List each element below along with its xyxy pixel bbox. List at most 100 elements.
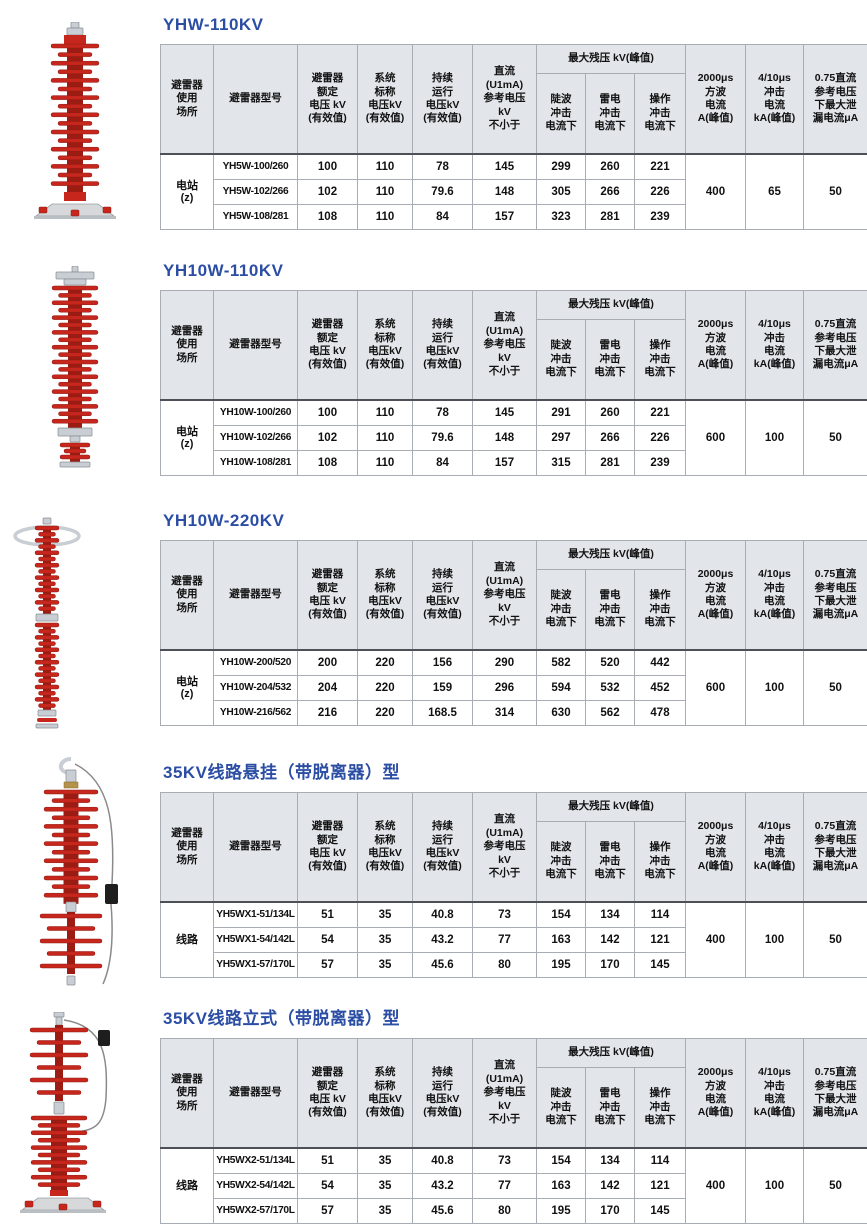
cell-value: 281 (586, 205, 635, 230)
col-header-residual-group: 最大残压 kV(峰值) (537, 45, 686, 74)
cell-value: 170 (586, 1199, 635, 1224)
col-header-switching-impulse: 操作 冲击 电流下 (635, 822, 686, 902)
cell-value: 291 (537, 400, 586, 426)
cell-value: 220 (358, 701, 413, 726)
cell-value: 54 (298, 1174, 358, 1199)
col-header-model: 避雷器型号 (214, 793, 298, 903)
cell-value: 442 (635, 650, 686, 676)
cell-value: 79.6 (413, 426, 473, 451)
cell-value: 145 (473, 400, 537, 426)
cell-leakage: 50 (804, 154, 867, 230)
cell-model: YH10W-108/281 (214, 451, 298, 476)
col-header-leakage-current: 0.75直流 参考电压 下最大泄 漏电流μA (804, 45, 867, 155)
cell-value: 520 (586, 650, 635, 676)
col-header-lightning-impulse: 雷电 冲击 电流下 (586, 1068, 635, 1148)
cell-impulse: 100 (746, 650, 804, 726)
cell-value: 35 (358, 953, 413, 978)
cell-value: 57 (298, 953, 358, 978)
spec-table-2: 避雷器 使用 场所避雷器型号避雷器 额定 电压 kV (有效值)系统 标称 电压… (160, 290, 867, 476)
cell-location: 电站 (z) (161, 650, 214, 726)
cell-value: 110 (358, 205, 413, 230)
col-header-switching-impulse: 操作 冲击 电流下 (635, 1068, 686, 1148)
col-header-residual-group: 最大残压 kV(峰值) (537, 291, 686, 320)
col-header-leakage-current: 0.75直流 参考电压 下最大泄 漏电流μA (804, 291, 867, 401)
cell-value: 35 (358, 928, 413, 953)
col-header-location: 避雷器 使用 场所 (161, 1039, 214, 1149)
cell-model: YH10W-200/520 (214, 650, 298, 676)
cell-value: 220 (358, 650, 413, 676)
cell-value: 157 (473, 451, 537, 476)
col-header-rated-voltage: 避雷器 额定 电压 kV (有效值) (298, 793, 358, 903)
col-header-dc-reference: 直流 (U1mA) 参考电压 kV 不小于 (473, 291, 537, 401)
cell-value: 43.2 (413, 1174, 473, 1199)
col-header-residual-group: 最大残压 kV(峰值) (537, 541, 686, 570)
cell-value: 78 (413, 400, 473, 426)
cell-value: 114 (635, 1148, 686, 1174)
col-header-impulse-current: 4/10μs 冲击 电流 kA(峰值) (746, 541, 804, 651)
cell-leakage: 50 (804, 902, 867, 978)
col-header-lightning-impulse: 雷电 冲击 电流下 (586, 570, 635, 650)
cell-value: 297 (537, 426, 586, 451)
col-header-impulse-current: 4/10μs 冲击 电流 kA(峰值) (746, 1039, 804, 1149)
cell-value: 121 (635, 928, 686, 953)
cell-square-wave: 600 (686, 650, 746, 726)
cell-location: 电站 (z) (161, 154, 214, 230)
cell-leakage: 50 (804, 400, 867, 476)
cell-value: 35 (358, 1148, 413, 1174)
cell-value: 562 (586, 701, 635, 726)
col-header-switching-impulse: 操作 冲击 电流下 (635, 570, 686, 650)
spec-section-5: 35KV线路立式（带脱离器）型避雷器 使用 场所避雷器型号避雷器 额定 电压 k… (160, 1004, 867, 1224)
surge-arrester-illustration (12, 1012, 127, 1217)
cell-value: 57 (298, 1199, 358, 1224)
cell-value: 260 (586, 400, 635, 426)
cell-value: 220 (358, 676, 413, 701)
cell-value: 266 (586, 180, 635, 205)
surge-arrester-illustration (15, 756, 135, 988)
col-header-square-wave: 2000μs 方波 电流 A(峰值) (686, 541, 746, 651)
cell-value: 145 (473, 154, 537, 180)
cell-value: 323 (537, 205, 586, 230)
cell-value: 315 (537, 451, 586, 476)
cell-value: 100 (298, 154, 358, 180)
cell-value: 40.8 (413, 902, 473, 928)
cell-value: 594 (537, 676, 586, 701)
col-header-impulse-current: 4/10μs 冲击 电流 kA(峰值) (746, 291, 804, 401)
cell-value: 110 (358, 426, 413, 451)
col-header-lightning-impulse: 雷电 冲击 电流下 (586, 320, 635, 400)
cell-value: 216 (298, 701, 358, 726)
cell-value: 478 (635, 701, 686, 726)
cell-value: 84 (413, 451, 473, 476)
spec-table-5: 避雷器 使用 场所避雷器型号避雷器 额定 电压 kV (有效值)系统 标称 电压… (160, 1038, 867, 1224)
cell-location: 线路 (161, 1148, 214, 1224)
cell-model: YH5WX2-54/142L (214, 1174, 298, 1199)
cell-value: 77 (473, 1174, 537, 1199)
col-header-dc-reference: 直流 (U1mA) 参考电压 kV 不小于 (473, 541, 537, 651)
cell-value: 314 (473, 701, 537, 726)
col-header-square-wave: 2000μs 方波 电流 A(峰值) (686, 1039, 746, 1149)
cell-value: 157 (473, 205, 537, 230)
cell-location: 线路 (161, 902, 214, 978)
cell-model: YH5W-102/266 (214, 180, 298, 205)
cell-value: 630 (537, 701, 586, 726)
col-header-nominal-voltage: 系统 标称 电压kV (有效值) (358, 793, 413, 903)
section-title: YH10W-110KV (163, 261, 867, 281)
cell-model: YH5WX2-57/170L (214, 1199, 298, 1224)
col-header-dc-reference: 直流 (U1mA) 参考电压 kV 不小于 (473, 793, 537, 903)
cell-value: 452 (635, 676, 686, 701)
cell-impulse: 100 (746, 400, 804, 476)
col-header-impulse-current: 4/10μs 冲击 电流 kA(峰值) (746, 45, 804, 155)
cell-value: 84 (413, 205, 473, 230)
cell-square-wave: 400 (686, 1148, 746, 1224)
cell-value: 156 (413, 650, 473, 676)
col-header-switching-impulse: 操作 冲击 电流下 (635, 320, 686, 400)
col-header-leakage-current: 0.75直流 参考电压 下最大泄 漏电流μA (804, 541, 867, 651)
col-header-residual-group: 最大残压 kV(峰值) (537, 1039, 686, 1068)
35kv-upright-disconnector-arrester-photo (12, 1012, 127, 1217)
cell-value: 80 (473, 953, 537, 978)
cell-value: 299 (537, 154, 586, 180)
